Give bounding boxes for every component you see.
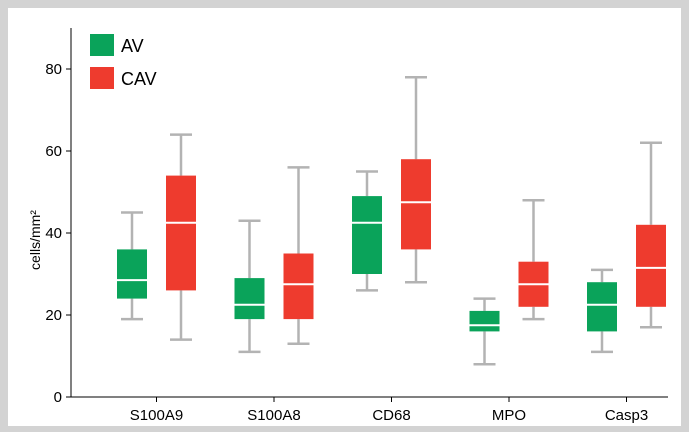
legend-label-av: AV xyxy=(121,36,144,56)
y-axis-label: cells/mm² xyxy=(27,210,43,270)
iqr-box xyxy=(587,282,617,332)
x-axis: S100A9S100A8CD68MPOCasp3OPN xyxy=(71,396,668,424)
legend-label-cav: CAV xyxy=(121,69,157,89)
box-series xyxy=(117,75,666,366)
legend-swatch-cav xyxy=(90,67,114,89)
box-cav-s100a9 xyxy=(166,133,196,341)
box-av-casp3 xyxy=(587,268,617,354)
y-tick-label: 20 xyxy=(45,307,62,324)
iqr-box xyxy=(117,249,147,299)
series-cav xyxy=(166,75,666,345)
box-cav-cd68 xyxy=(401,75,431,284)
box-cav-mpo xyxy=(518,198,549,321)
box-av-s100a8 xyxy=(234,219,265,354)
box-av-mpo xyxy=(469,297,500,366)
iqr-box xyxy=(166,175,196,291)
iqr-box xyxy=(283,253,314,320)
x-tick-label: S100A9 xyxy=(130,407,183,424)
iqr-box xyxy=(469,310,500,332)
box-av-cd68 xyxy=(352,170,382,292)
y-tick-label: 40 xyxy=(45,225,62,242)
x-tick-label: MPO xyxy=(492,407,526,424)
iqr-box xyxy=(352,196,382,274)
iqr-box xyxy=(234,278,265,320)
iqr-box xyxy=(401,159,431,250)
box-cav-s100a8 xyxy=(283,166,314,345)
y-tick-label: 60 xyxy=(45,143,62,160)
legend: AV CAV xyxy=(90,34,157,89)
series-av xyxy=(117,170,617,366)
y-tick-label: 80 xyxy=(45,61,62,78)
x-tick-label: S100A8 xyxy=(247,407,300,424)
x-tick-label: Casp3 xyxy=(605,407,648,424)
y-axis: 0 20 40 60 80 xyxy=(45,28,72,406)
box-av-s100a9 xyxy=(117,211,147,321)
y-tick-label: 0 xyxy=(54,389,62,406)
iqr-box xyxy=(636,224,666,307)
box-cav-casp3 xyxy=(636,141,666,329)
legend-swatch-av xyxy=(90,34,114,56)
x-tick-label: CD68 xyxy=(372,407,410,424)
